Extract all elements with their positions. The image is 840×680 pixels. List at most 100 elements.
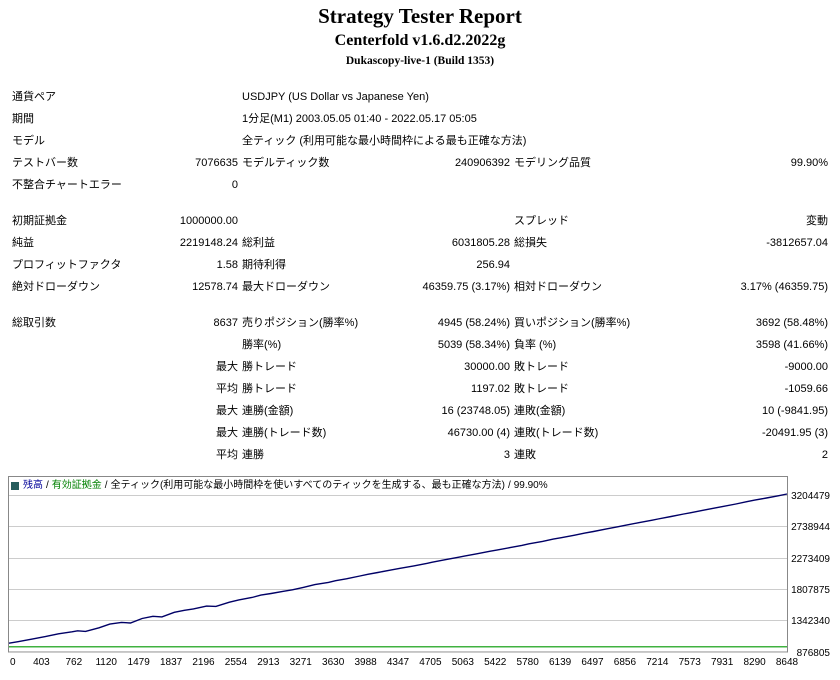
report-value: -20491.95 (3)	[761, 427, 829, 439]
report-label: USDJPY (US Dollar vs Japanese Yen)	[242, 91, 429, 103]
report-label: 最大ドローダウン	[242, 281, 330, 293]
table-row: 期間 1分足(M1) 2003.05.05 01:40 - 2022.05.17 …	[10, 108, 830, 130]
y-axis-label: 1342340	[791, 616, 830, 627]
report-label	[240, 210, 410, 232]
table-row: 純益 2219148.24 総利益 6031805.28 総損失 -3812657.04	[10, 232, 830, 254]
report-label: 連勝	[242, 449, 264, 461]
legend-item: 残高	[23, 480, 43, 491]
report-value: 46359.75 (3.17%)	[422, 281, 510, 293]
report-label: 勝トレード	[242, 383, 297, 395]
report-label: モデル	[12, 135, 45, 147]
report-value: 3598 (41.66%)	[755, 339, 829, 351]
report-value: 12578.74	[192, 281, 238, 293]
y-axis-label: 3204479	[791, 491, 830, 502]
spacer-row	[10, 196, 830, 210]
table-row: 絶対ドローダウン 12578.74 最大ドローダウン 46359.75 (3.17%)…	[10, 276, 830, 298]
x-axis-label: 762	[65, 657, 82, 668]
report-value: 3	[503, 449, 510, 461]
terminal-build: Dukascopy-live-1 (Build 1353)	[345, 55, 495, 67]
report-label: 期待利得	[242, 259, 286, 271]
report-label: 絶対ドローダウン	[12, 281, 100, 293]
report-label: 勝率(%)	[242, 339, 282, 351]
table-row: 最大 勝トレード 30000.00 敗トレード -9000.00	[10, 356, 830, 378]
x-axis-label: 0	[10, 657, 16, 668]
report-header: Strategy Tester Report Centerfold v1.6.d…	[0, 0, 840, 68]
y-axis-label: 2738944	[791, 522, 830, 533]
report-title: Strategy Tester Report	[318, 4, 522, 28]
table-row: モデル 全ティック (利用可能な最小時間枠による最も正確な方法)	[10, 130, 830, 152]
y-axis-label: 1807875	[791, 585, 830, 596]
report-value: 2219148.24	[179, 237, 238, 249]
balance-line	[8, 493, 788, 644]
report-label: 敗トレード	[514, 383, 569, 395]
x-axis-label: 6856	[614, 657, 637, 668]
spacer-row	[10, 298, 830, 312]
x-axis-label: 2196	[192, 657, 215, 668]
x-axis-label: 4705	[419, 657, 442, 668]
report-label: スプレッド	[514, 215, 569, 227]
y-axis-label: 2273409	[791, 554, 830, 565]
report-value: 0	[231, 179, 238, 191]
x-axis-label: 6139	[549, 657, 572, 668]
legend-separator: /	[46, 480, 49, 491]
report-label: モデルティック数	[242, 157, 330, 169]
x-axis-label: 6497	[581, 657, 604, 668]
report-label: 期間	[12, 113, 34, 125]
table-row: 総取引数 8637 売りポジション(勝率%) 4945 (58.24%) 買いポジション…	[10, 312, 830, 334]
y-axis-label: 876805	[797, 648, 831, 659]
report-value: 1000000.00	[179, 215, 238, 227]
report-value: 1.58	[216, 259, 238, 271]
report-label: 初期証拠金	[12, 215, 67, 227]
table-row: 初期証拠金 1000000.00 スプレッド 変動	[10, 210, 830, 232]
report-value: 2	[821, 449, 829, 461]
legend-separator: /	[104, 480, 108, 491]
report-value: 30000.00	[464, 361, 510, 373]
table-row: 不整合チャートエラー 0	[10, 174, 830, 196]
x-axis-label: 3630	[322, 657, 345, 668]
report-label: テストバー数	[12, 157, 78, 169]
report-value: -1059.66	[784, 383, 829, 395]
table-row: プロフィットファクタ 1.58 期待利得 256.94	[10, 254, 830, 276]
chart-legend: 残高 / 有効証拠金 / 全ティック(利用可能な最小時間枠を使いすべてのティックを生成す…	[11, 480, 548, 491]
x-axis-label: 3271	[290, 657, 313, 668]
report-label	[10, 400, 165, 422]
report-value: 最大	[216, 405, 238, 417]
report-value: -9000.00	[784, 361, 829, 373]
balance-graph: 3204479 2738944 2273409 1807875 1342340 87680…	[8, 476, 831, 668]
table-row: 平均 連勝 3 連敗 2	[10, 444, 830, 466]
x-axis-label: 3988	[354, 657, 377, 668]
report-label	[240, 174, 830, 196]
report-value	[687, 254, 830, 276]
table-row: 平均 勝トレード 1197.02 敗トレード -1059.66	[10, 378, 830, 400]
x-axis-label: 5063	[452, 657, 475, 668]
report-label: 相対ドローダウン	[514, 281, 602, 293]
report-value: 99.90%	[790, 157, 829, 169]
report-label: 通貨ペア	[12, 91, 56, 103]
report-label: 連勝(金額)	[242, 405, 294, 417]
plot-border	[8, 476, 788, 653]
report-value	[165, 334, 240, 356]
x-axis-label: 7573	[679, 657, 702, 668]
legend-item: 全ティック(利用可能な最小時間枠を使いすべてのティックを生成する、最も正確な方法…	[110, 480, 505, 491]
report-label: 負率 (%)	[514, 339, 557, 351]
report-label: 売りポジション(勝率%)	[242, 317, 359, 329]
report-label: 総取引数	[12, 317, 56, 329]
report-label: 1分足(M1) 2003.05.05 01:40 - 2022.05.17 05…	[242, 113, 477, 125]
x-axis-label: 5422	[484, 657, 507, 668]
report-label: 買いポジション(勝率%)	[514, 317, 631, 329]
report-label	[10, 378, 165, 400]
report-label: 全ティック (利用可能な最小時間枠による最も正確な方法)	[242, 135, 527, 147]
report-label: 総損失	[514, 237, 547, 249]
report-label: 純益	[12, 237, 34, 249]
legend-item: 99.90%	[513, 480, 548, 491]
x-axis-label: 4347	[387, 657, 410, 668]
x-axis-label: 7931	[711, 657, 734, 668]
report-value: 3.17% (46359.75)	[740, 281, 829, 293]
report-value: 46730.00 (4)	[447, 427, 510, 439]
table-row: 最大 連勝(トレード数) 46730.00 (4) 連敗(トレード数) -20491.9…	[10, 422, 830, 444]
report-value: 7076635	[195, 157, 238, 169]
x-axis-label: 403	[33, 657, 50, 668]
report-table: 通貨ペア USDJPY (US Dollar vs Japanese Yen) 期間…	[10, 86, 830, 466]
report-label	[10, 422, 165, 444]
